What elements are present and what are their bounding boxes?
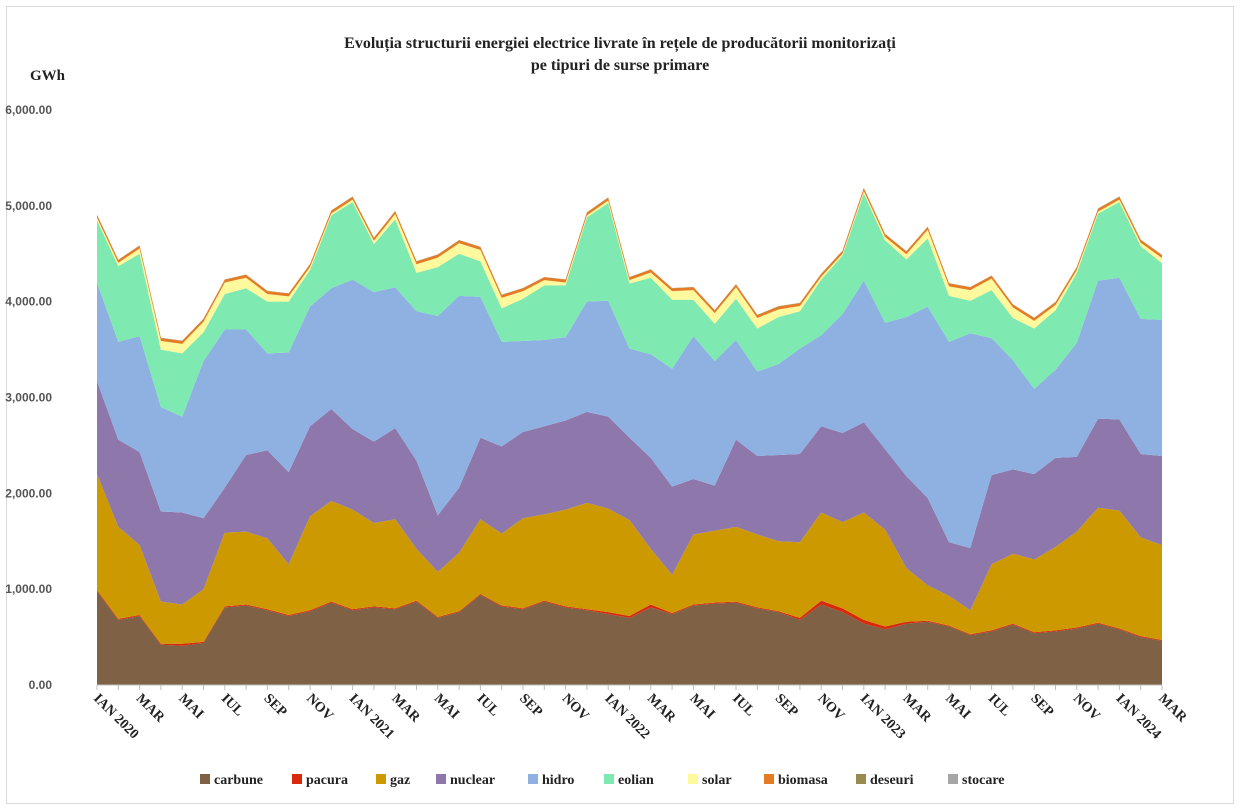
- legend-label: biomasa: [778, 773, 828, 788]
- legend-swatch: [856, 774, 866, 784]
- y-tick-label: 4,000.00: [5, 295, 52, 309]
- legend-swatch: [436, 774, 446, 784]
- y-tick-label: 0.00: [29, 678, 53, 692]
- chart-title: pe tipuri de surse primare: [531, 57, 709, 74]
- y-tick-label: 6,000.00: [5, 103, 52, 117]
- legend-label: carbune: [214, 773, 263, 788]
- legend-label: solar: [702, 773, 732, 788]
- area-gaz: [97, 474, 1162, 644]
- y-tick-label: 5,000.00: [5, 199, 52, 213]
- legend-label: nuclear: [450, 773, 495, 788]
- legend-swatch: [948, 774, 958, 784]
- legend-label: eolian: [618, 773, 654, 788]
- area-nuclear: [97, 381, 1162, 611]
- legend-label: pacura: [306, 773, 348, 788]
- legend-swatch: [528, 774, 538, 784]
- area-eolian: [97, 193, 1162, 417]
- legend-label: gaz: [390, 773, 410, 788]
- area-biomasa: [97, 188, 1162, 344]
- legend-label: stocare: [962, 773, 1005, 788]
- legend-swatch: [292, 774, 302, 784]
- area-carbune: [97, 591, 1162, 685]
- y-tick-label: 1,000.00: [5, 582, 52, 596]
- chart-title: Evoluția structurii energiei electrice l…: [344, 35, 896, 53]
- legend-swatch: [688, 774, 698, 784]
- legend-label: hidro: [542, 773, 574, 788]
- area-hidro: [97, 277, 1162, 548]
- legend-swatch: [200, 774, 210, 784]
- y-tick-label: 2,000.00: [5, 486, 52, 500]
- legend-swatch: [604, 774, 614, 784]
- legend-swatch: [376, 774, 386, 784]
- y-axis-label: GWh: [30, 68, 66, 84]
- y-tick-label: 3,000.00: [5, 391, 52, 405]
- legend-swatch: [764, 774, 774, 784]
- legend-label: deseuri: [870, 773, 914, 788]
